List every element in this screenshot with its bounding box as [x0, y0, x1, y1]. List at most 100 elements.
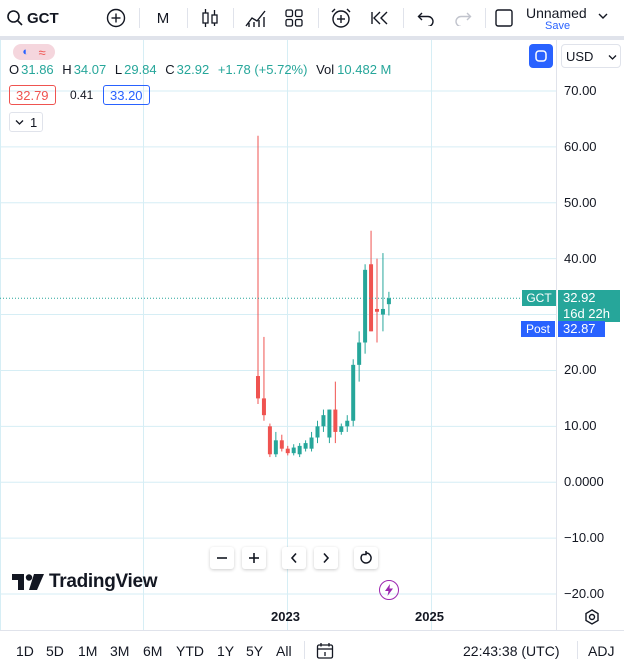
currency-select[interactable]: USD	[561, 44, 621, 68]
redo-button[interactable]	[451, 6, 475, 30]
candle-body	[261, 398, 266, 416]
toolbar-divider	[485, 8, 486, 28]
square-icon	[495, 9, 513, 27]
indicators-icon	[245, 10, 266, 27]
range-button-6m[interactable]: 6M	[143, 643, 163, 659]
clock-time[interactable]: 22:43:38 (UTC)	[463, 643, 560, 659]
symbol-name: GCT	[27, 9, 59, 27]
range-button-5d[interactable]: 5D	[46, 643, 64, 659]
price-axis-tick: 20.00	[564, 362, 597, 378]
candle-body	[369, 264, 374, 332]
price-axis-tick: 50.00	[564, 194, 597, 210]
rewind-icon	[371, 11, 388, 25]
close-value: 32.92	[176, 62, 210, 77]
last-price-label: 32.92 16d 22h	[558, 290, 620, 322]
alert-button[interactable]	[328, 5, 354, 31]
price-axis-tick: −20.00	[564, 586, 605, 601]
symbol-search-button[interactable]: GCT	[6, 6, 59, 30]
range-button-1d[interactable]: 1D	[16, 643, 34, 659]
candle-body	[315, 426, 320, 438]
price-axis-tick: 70.00	[564, 83, 597, 98]
layout-select-button[interactable]	[492, 6, 516, 30]
moon-icon: ◐	[22, 46, 30, 58]
bid-price-button[interactable]: 32.79	[9, 85, 56, 105]
open-value: 31.86	[21, 62, 54, 77]
candles-icon	[202, 9, 218, 27]
candle-body	[303, 443, 308, 449]
price-axis-tick: 40.00	[564, 250, 597, 266]
axis-settings-button[interactable]	[583, 608, 601, 626]
ask-price-button[interactable]: 33.20	[103, 85, 150, 105]
high-value: 34.07	[73, 62, 107, 77]
interval-button[interactable]: M	[150, 6, 176, 30]
wave-icon: ≈	[38, 44, 46, 60]
chevron-left-icon	[290, 552, 297, 564]
chart-area[interactable]: ◐ ≈ O 31.86 H 34.07 L 29.84 C 32.92 +1.78 (+…	[0, 40, 624, 630]
candle-body	[375, 308, 379, 312]
candle-body	[256, 376, 260, 399]
time-axis-tick: 2023	[271, 609, 300, 624]
zoom-in-button[interactable]	[242, 547, 266, 569]
toolbar-divider	[139, 8, 140, 28]
candle-body	[321, 415, 326, 427]
go-to-date-button[interactable]	[314, 640, 336, 662]
undo-button[interactable]	[414, 6, 438, 30]
tradingview-logo[interactable]: TradingView	[12, 571, 158, 593]
candle-body	[357, 342, 362, 365]
candle-body	[309, 437, 314, 449]
chevron-down-icon	[608, 55, 617, 60]
price-axis-tick: 10.00	[564, 418, 597, 434]
low-value: 29.84	[124, 62, 157, 77]
range-button-all[interactable]: All	[276, 643, 292, 659]
chevron-down-icon	[598, 13, 608, 19]
legend-mode-toggle[interactable]: ◐ ≈	[13, 44, 55, 60]
events-marker[interactable]	[379, 580, 399, 600]
post-market-value: 32.87	[558, 321, 605, 337]
candle-body	[273, 440, 278, 455]
gear-icon	[585, 609, 599, 625]
reset-chart-button[interactable]	[354, 547, 378, 569]
minus-icon	[217, 557, 227, 559]
plus-circle-icon	[106, 8, 126, 28]
tv-logo-icon	[12, 574, 44, 590]
price-axis-tick: −10.00	[564, 530, 605, 546]
candle-body	[339, 426, 344, 432]
fit-screen-button[interactable]	[529, 44, 553, 68]
chart-canvas[interactable]	[0, 40, 624, 630]
zoom-out-button[interactable]	[210, 547, 234, 569]
candles	[256, 135, 391, 458]
compare-add-symbol-button[interactable]	[104, 6, 128, 30]
layout-name-button[interactable]: Unnamed Save	[522, 3, 620, 33]
range-button-1m[interactable]: 1M	[78, 643, 98, 659]
candle-body	[279, 440, 284, 449]
indicators-toggle[interactable]: 1	[9, 112, 43, 132]
indicators-button[interactable]	[244, 6, 268, 30]
scroll-left-button[interactable]	[282, 547, 306, 569]
range-button-3m[interactable]: 3M	[110, 643, 130, 659]
layout-templates-button[interactable]	[282, 6, 306, 30]
range-button-5y[interactable]: 5Y	[246, 643, 264, 659]
candle-body	[267, 426, 272, 455]
chart-type-button[interactable]	[198, 6, 222, 30]
adjust-button[interactable]: ADJ	[588, 643, 615, 659]
ohlc-legend: O 31.86 H 34.07 L 29.84 C 32.92 +1.78 (+5.72…	[9, 62, 391, 77]
scroll-right-button[interactable]	[314, 547, 338, 569]
candle-body	[351, 364, 356, 421]
volume-value: 10.482 M	[337, 62, 392, 77]
volume-label: Vol	[316, 62, 335, 77]
candle-body	[363, 269, 368, 343]
lightning-icon	[385, 584, 393, 596]
candle-body	[333, 409, 338, 432]
toolbar-divider	[318, 8, 319, 28]
range-button-1y[interactable]: 1Y	[217, 643, 235, 659]
candle-body	[297, 445, 302, 455]
bar-countdown: 16d 22h	[563, 306, 610, 321]
range-button-ytd[interactable]: YTD	[176, 643, 204, 659]
time-axis-tick: 2025	[415, 609, 444, 624]
interval-label: M	[156, 9, 170, 27]
alarm-clock-icon	[331, 8, 351, 28]
open-label: O	[9, 62, 20, 77]
candle-body	[327, 409, 332, 438]
replay-button[interactable]	[368, 6, 392, 30]
layout-name: Unnamed	[526, 5, 587, 21]
